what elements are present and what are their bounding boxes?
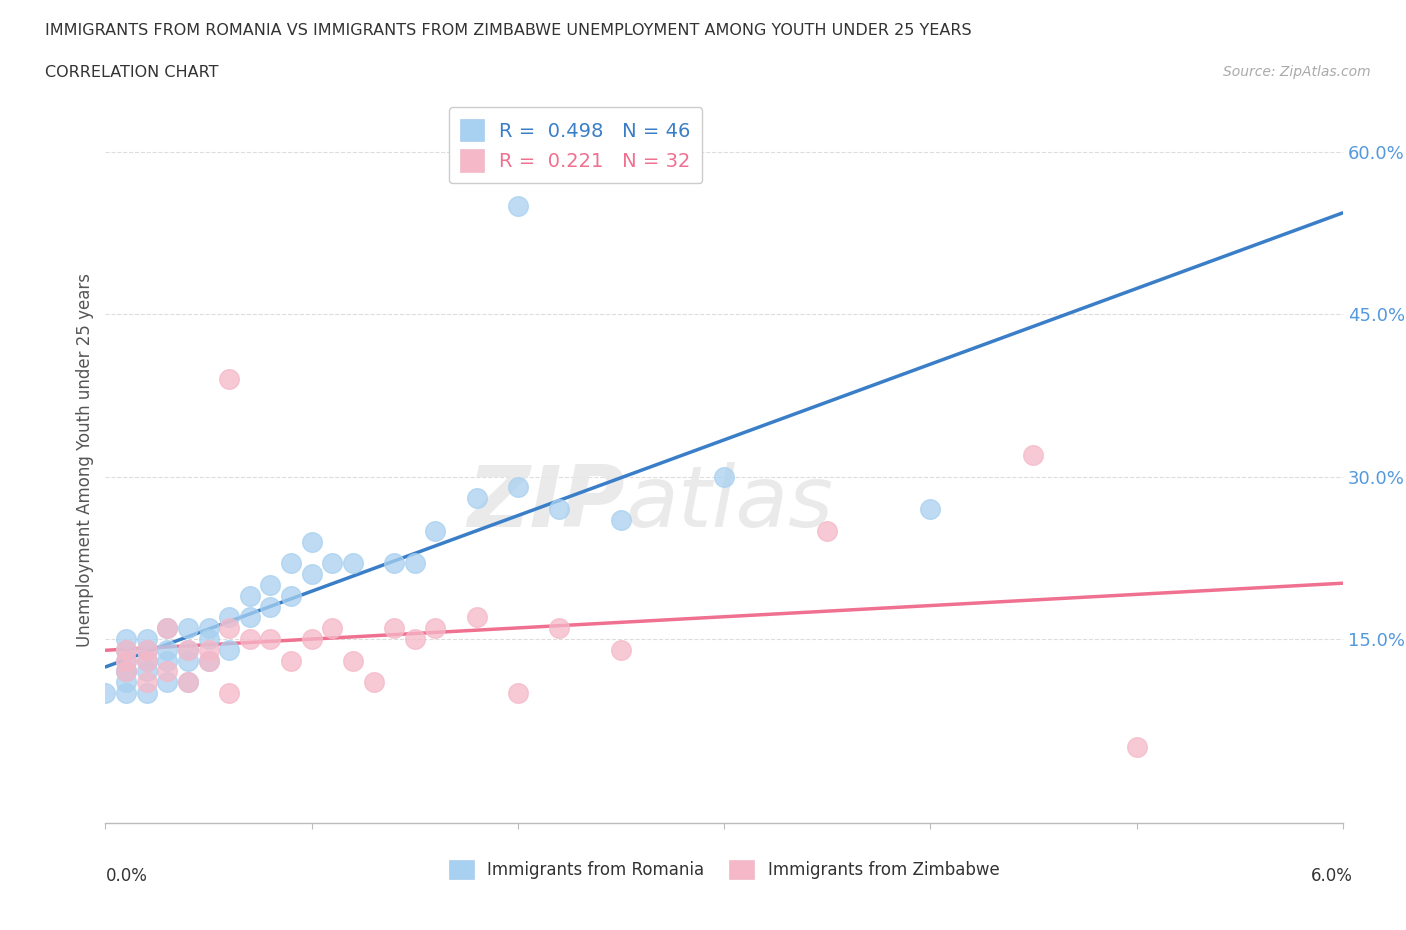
Point	[156, 643, 179, 658]
Point	[177, 675, 200, 690]
Point	[94, 685, 117, 700]
Point	[115, 685, 138, 700]
Point	[382, 620, 405, 635]
Point	[506, 685, 529, 700]
Point	[239, 589, 262, 604]
Point	[239, 610, 262, 625]
Point	[197, 620, 219, 635]
Text: atlas: atlas	[626, 462, 834, 545]
Point	[135, 664, 157, 679]
Point	[156, 664, 179, 679]
Point	[382, 556, 405, 571]
Point	[363, 675, 385, 690]
Point	[197, 643, 219, 658]
Legend: Immigrants from Romania, Immigrants from Zimbabwe: Immigrants from Romania, Immigrants from…	[440, 851, 1008, 887]
Point	[404, 631, 426, 646]
Point	[301, 566, 323, 581]
Point	[135, 631, 157, 646]
Point	[177, 675, 200, 690]
Point	[342, 556, 364, 571]
Point	[115, 664, 138, 679]
Point	[465, 610, 488, 625]
Text: IMMIGRANTS FROM ROMANIA VS IMMIGRANTS FROM ZIMBABWE UNEMPLOYMENT AMONG YOUTH UND: IMMIGRANTS FROM ROMANIA VS IMMIGRANTS FR…	[45, 23, 972, 38]
Point	[259, 631, 281, 646]
Point	[239, 631, 262, 646]
Point	[135, 675, 157, 690]
Point	[135, 653, 157, 668]
Point	[301, 534, 323, 549]
Point	[197, 653, 219, 668]
Point	[218, 643, 240, 658]
Point	[259, 578, 281, 592]
Point	[197, 631, 219, 646]
Point	[115, 631, 138, 646]
Point	[177, 643, 200, 658]
Point	[177, 643, 200, 658]
Point	[920, 501, 942, 516]
Point	[321, 556, 343, 571]
Point	[1022, 447, 1045, 462]
Point	[280, 589, 302, 604]
Point	[115, 653, 138, 668]
Point	[218, 685, 240, 700]
Point	[280, 653, 302, 668]
Point	[115, 664, 138, 679]
Point	[135, 685, 157, 700]
Point	[713, 469, 735, 484]
Point	[610, 512, 633, 527]
Point	[506, 198, 529, 213]
Point	[218, 610, 240, 625]
Point	[321, 620, 343, 635]
Point	[115, 664, 138, 679]
Point	[218, 620, 240, 635]
Point	[115, 675, 138, 690]
Point	[404, 556, 426, 571]
Text: 6.0%: 6.0%	[1310, 867, 1353, 884]
Text: 0.0%: 0.0%	[105, 867, 148, 884]
Point	[548, 501, 571, 516]
Point	[135, 643, 157, 658]
Y-axis label: Unemployment Among Youth under 25 years: Unemployment Among Youth under 25 years	[76, 273, 94, 647]
Text: Source: ZipAtlas.com: Source: ZipAtlas.com	[1223, 65, 1371, 79]
Point	[301, 631, 323, 646]
Point	[115, 653, 138, 668]
Point	[218, 372, 240, 387]
Point	[425, 620, 447, 635]
Point	[177, 653, 200, 668]
Point	[156, 675, 179, 690]
Point	[342, 653, 364, 668]
Point	[197, 653, 219, 668]
Point	[259, 599, 281, 614]
Text: CORRELATION CHART: CORRELATION CHART	[45, 65, 218, 80]
Point	[465, 491, 488, 506]
Text: ZIP: ZIP	[467, 462, 626, 545]
Point	[177, 620, 200, 635]
Point	[156, 620, 179, 635]
Point	[156, 620, 179, 635]
Point	[610, 643, 633, 658]
Point	[280, 556, 302, 571]
Point	[115, 643, 138, 658]
Point	[548, 620, 571, 635]
Point	[135, 653, 157, 668]
Point	[135, 643, 157, 658]
Point	[425, 524, 447, 538]
Point	[815, 524, 838, 538]
Point	[156, 653, 179, 668]
Point	[115, 643, 138, 658]
Point	[506, 480, 529, 495]
Point	[1125, 740, 1147, 755]
